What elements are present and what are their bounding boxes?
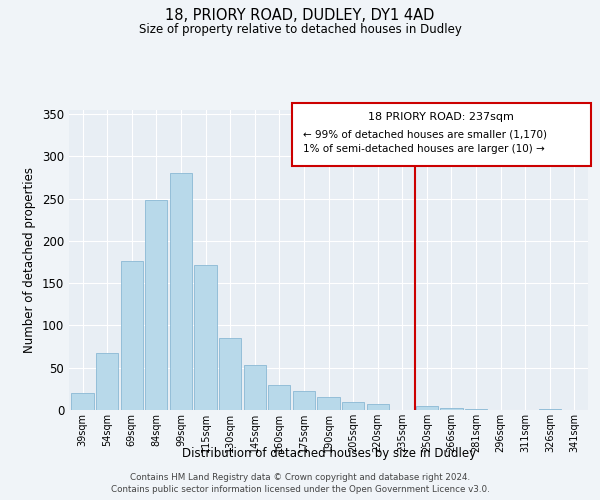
Bar (539, 409, 561, 410)
Bar (367, 404, 389, 410)
Bar (96, 354, 118, 410)
Bar (170, 172, 192, 410)
Bar (71, 393, 94, 410)
Y-axis label: Number of detached properties: Number of detached properties (23, 167, 37, 353)
Text: Size of property relative to detached houses in Dudley: Size of property relative to detached ho… (139, 22, 461, 36)
Bar (342, 402, 364, 410)
Bar (293, 390, 315, 410)
Bar (440, 408, 463, 410)
FancyBboxPatch shape (292, 102, 590, 166)
Bar (465, 409, 487, 410)
Bar (268, 386, 290, 410)
Text: Contains public sector information licensed under the Open Government Licence v3: Contains public sector information licen… (110, 485, 490, 494)
Text: 18, PRIORY ROAD, DUDLEY, DY1 4AD: 18, PRIORY ROAD, DUDLEY, DY1 4AD (166, 8, 434, 22)
Bar (145, 200, 167, 410)
Text: Contains HM Land Registry data © Crown copyright and database right 2024.: Contains HM Land Registry data © Crown c… (130, 472, 470, 482)
Text: Distribution of detached houses by size in Dudley: Distribution of detached houses by size … (182, 448, 476, 460)
Bar (416, 406, 438, 410)
Bar (219, 338, 241, 410)
Bar (121, 262, 143, 410)
Text: 18 PRIORY ROAD: 237sqm: 18 PRIORY ROAD: 237sqm (368, 112, 514, 122)
Bar (244, 365, 266, 410)
Text: 1% of semi-detached houses are larger (10) →: 1% of semi-detached houses are larger (1… (302, 144, 544, 154)
Text: ← 99% of detached houses are smaller (1,170): ← 99% of detached houses are smaller (1,… (302, 130, 547, 140)
Bar (317, 398, 340, 410)
Bar (194, 266, 217, 410)
